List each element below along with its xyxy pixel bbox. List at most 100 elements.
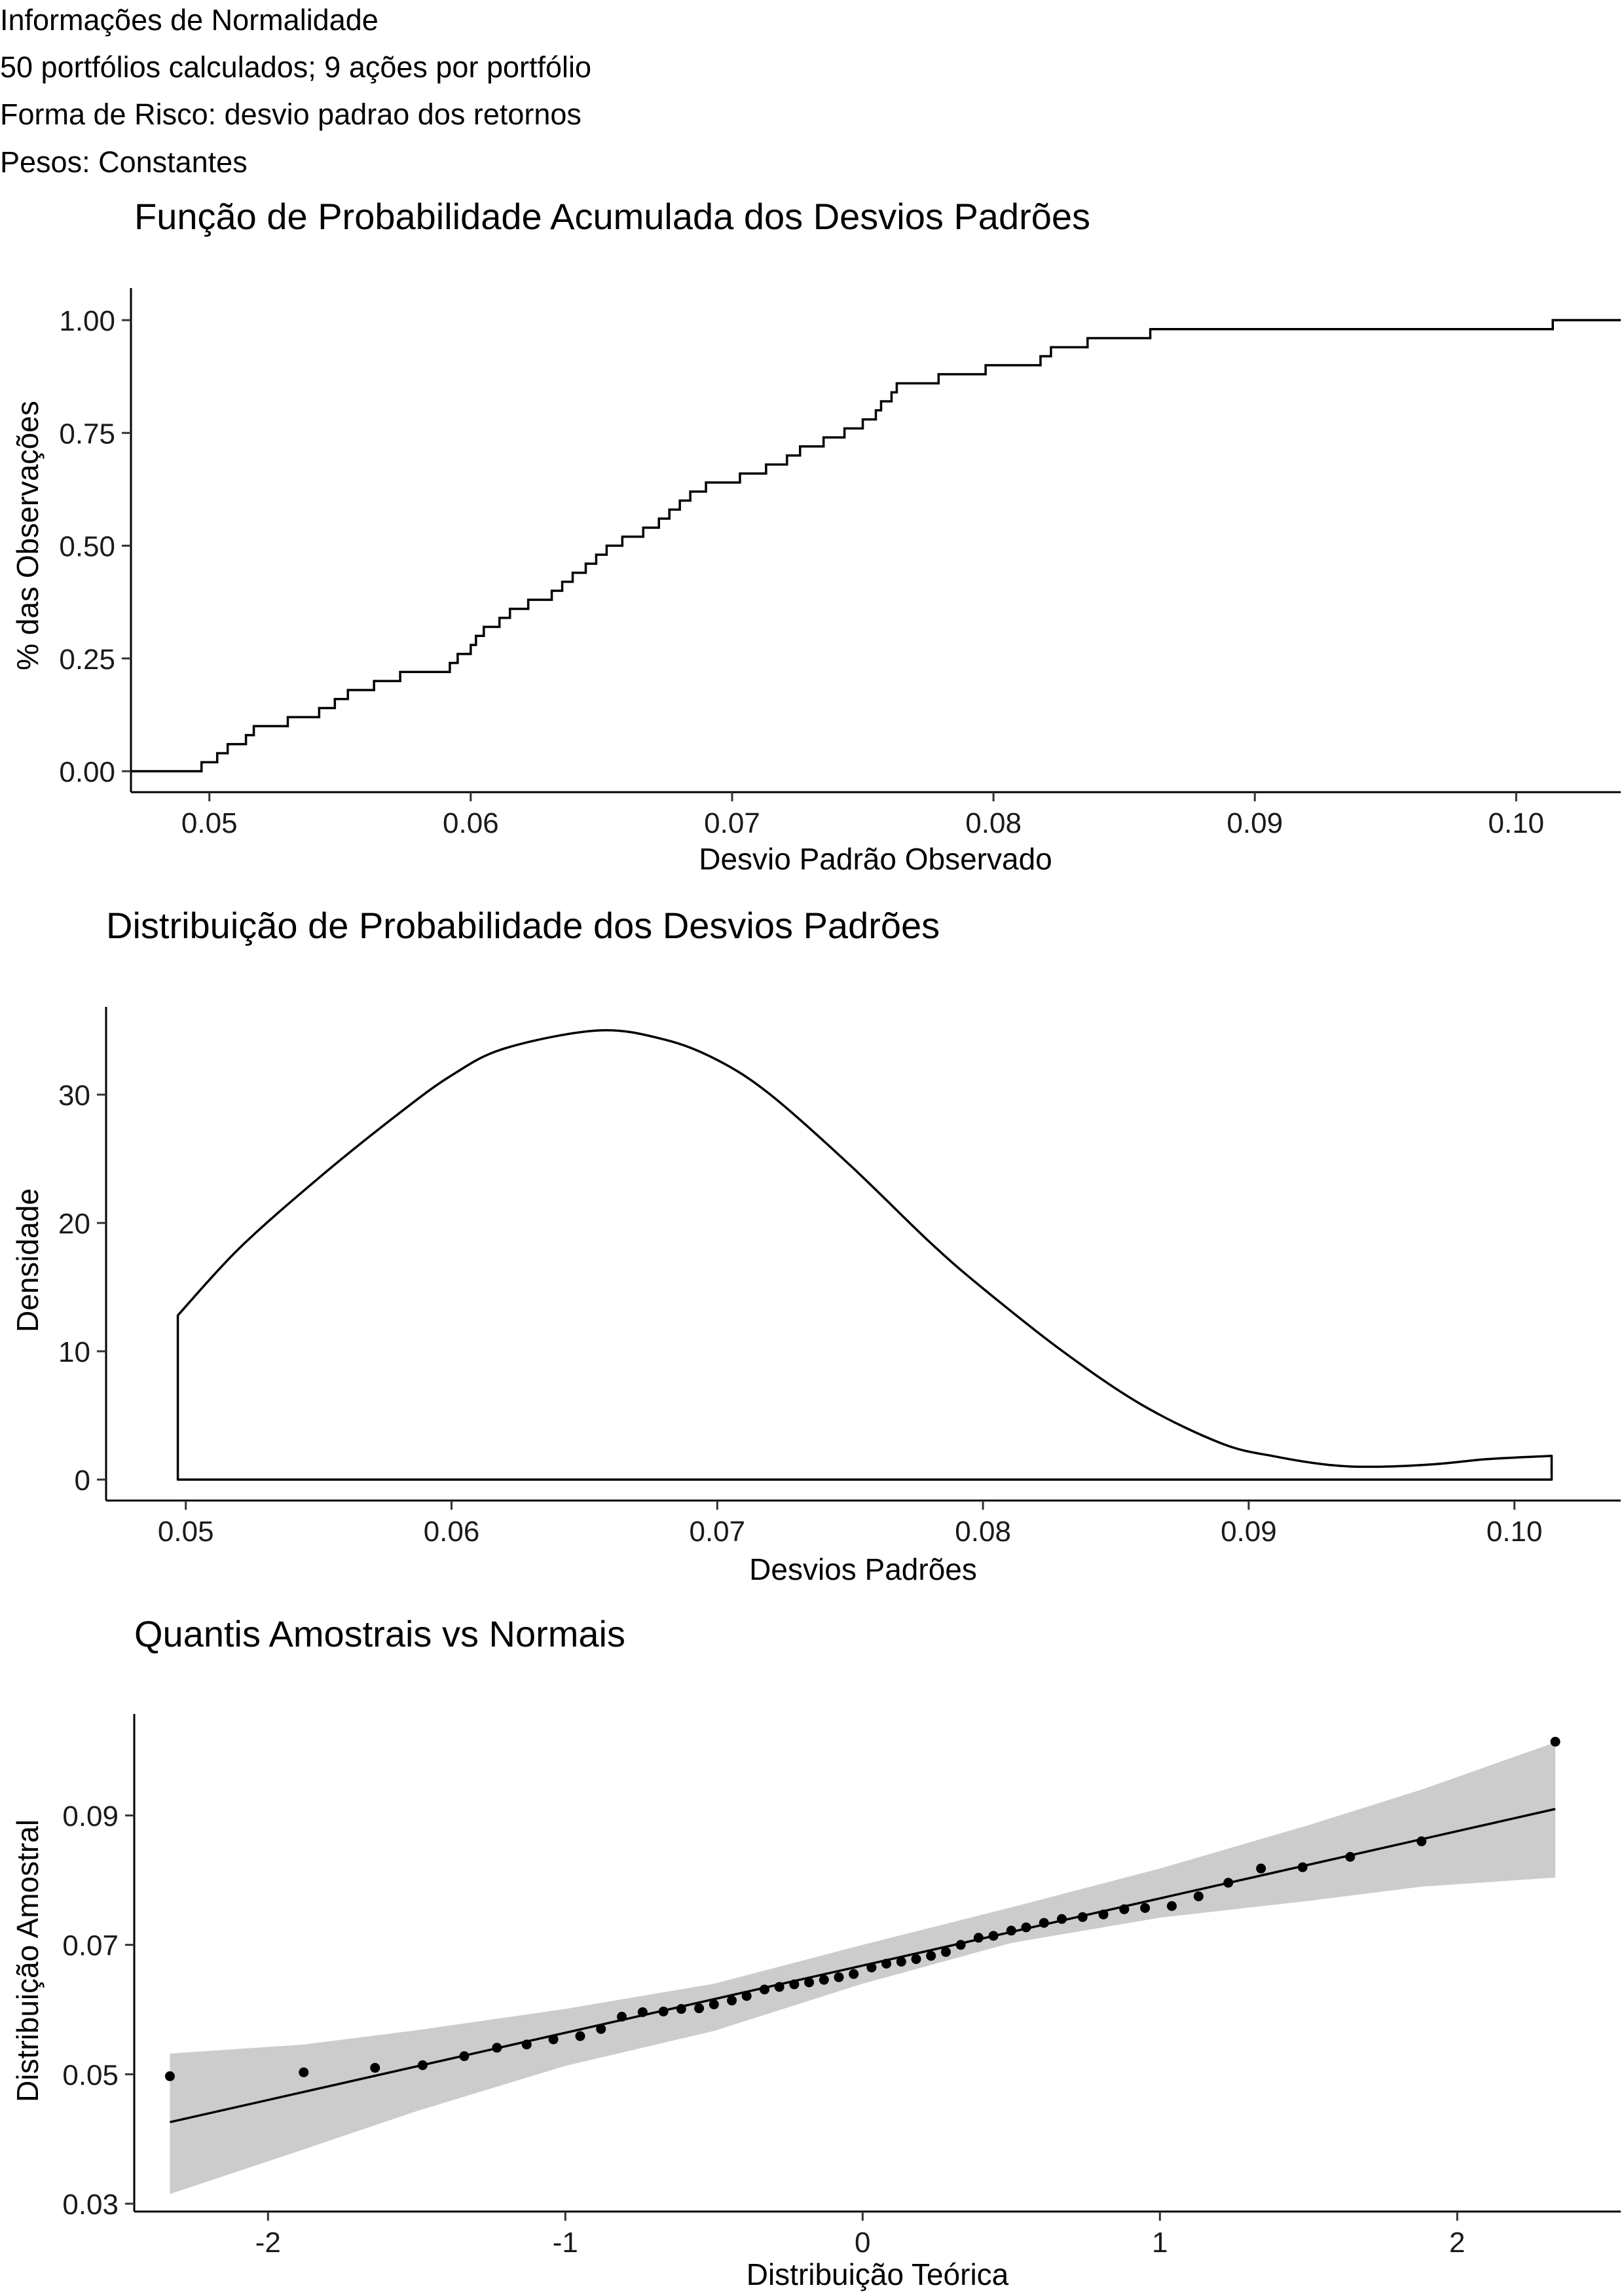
qq-point [548,2034,559,2045]
qq-point [596,2024,606,2034]
y-tick-label: 0 [75,1465,90,1497]
density-x-ticks: 0.05 0.06 0.07 0.08 0.09 0.10 [158,1501,1543,1548]
density-y-ticks: 0 10 20 30 [58,1080,106,1497]
qq-point [1297,1862,1308,1872]
density-marks [176,1029,1553,1481]
y-tick-label: 0.05 [62,2059,119,2091]
qq-point [1140,1903,1151,1913]
qq-point [988,1931,999,1941]
qq-point [1039,1918,1049,1928]
qq-point [676,2004,686,2014]
y-tick-label: 0.75 [59,418,115,450]
x-tick-label: 0.06 [443,807,499,839]
qq-point [637,2007,648,2017]
qq-point [521,2039,532,2050]
y-tick-label: 0.50 [59,531,115,563]
qq-point [1056,1914,1067,1924]
qq-point [727,1995,737,2006]
ecdf-marks [131,319,1621,773]
qq-point [709,1999,719,2010]
qq-point [911,1954,921,1964]
qq-point [1166,1901,1177,1911]
qq-point [1006,1925,1016,1936]
qq-point [459,2051,470,2062]
x-tick-label: 0.09 [1221,1516,1277,1548]
x-tick-label: -1 [553,2227,578,2259]
qq-point [1077,1912,1088,1922]
qq-point [940,1947,951,1958]
y-tick-label: 1.00 [59,305,115,337]
x-tick-label: 2 [1449,2227,1465,2259]
header-portfolios: 50 portfólios calculados; 9 ações por po… [0,50,592,84]
qq-point [973,1933,984,1943]
density-curve [176,1029,1553,1481]
qq-point [370,2062,380,2073]
qq-point [896,1956,906,1967]
y-tick-label: 0.03 [62,2189,119,2221]
qq-point [866,1962,877,1973]
density-y-label: Densidade [10,1188,45,1332]
qq-point [1416,1836,1427,1847]
y-tick-label: 0.09 [62,1800,119,1832]
qq-point [1021,1922,1031,1933]
qq-point [417,2060,428,2070]
x-tick-label: 1 [1152,2227,1168,2259]
ecdf-chart: Função de Probabilidade Acumulada dos De… [10,196,1621,876]
density-x-label: Desvios Padrões [749,1552,977,1586]
x-tick-label: 0.07 [704,807,760,839]
ecdf-x-ticks: 0.05 0.06 0.07 0.08 0.09 0.10 [181,792,1544,839]
qq-point [955,1940,966,1950]
qq-point [759,1984,769,1995]
header-title: Informações de Normalidade [0,3,378,37]
qq-title: Quantis Amostrais vs Normais [134,1613,625,1654]
ecdf-x-label: Desvio Padrão Observado [699,842,1052,876]
qq-point [804,1977,815,1988]
qq-x-label: Distribuição Teórica [747,2257,1009,2291]
x-tick-label: 0.10 [1486,1516,1543,1548]
qq-point [492,2043,502,2053]
x-tick-label: 0.09 [1227,807,1283,839]
x-tick-label: 0.08 [955,1516,1011,1548]
x-tick-label: -2 [255,2227,281,2259]
qq-point [299,2067,309,2077]
qq-point [881,1958,892,1969]
qq-x-ticks: -2 -1 0 1 2 [255,2212,1466,2259]
qq-point [575,2031,585,2041]
x-tick-label: 0 [855,2227,870,2259]
qq-point [819,1975,829,1985]
ecdf-title: Função de Probabilidade Acumulada dos De… [134,196,1090,237]
qq-point [164,2071,175,2081]
qq-marks [164,1736,1560,2195]
qq-point [926,1950,936,1961]
qq-point [1119,1904,1130,1914]
ecdf-step-line [131,319,1621,773]
qq-point [694,2003,705,2014]
qq-point [849,1969,859,1979]
qq-point [1223,1878,1234,1888]
x-tick-label: 0.07 [689,1516,745,1548]
qq-point [1256,1863,1266,1874]
confidence-band [170,1742,1556,2195]
y-tick-label: 0.00 [59,756,115,788]
qq-point [1193,1891,1204,1902]
ecdf-y-ticks: 0.00 0.25 0.50 0.75 1.00 [59,305,131,788]
y-tick-label: 30 [58,1080,90,1112]
qq-point [658,2006,669,2016]
qq-point [1550,1736,1560,1747]
y-tick-label: 0.25 [59,644,115,676]
qq-point [1098,1909,1109,1920]
density-title: Distribuição de Probabilidade dos Desvio… [106,905,940,946]
qq-y-label: Distribuição Amostral [10,1819,45,2102]
header-risk-form: Forma de Risco: desvio padrao dos retorn… [0,98,581,131]
density-chart: Distribuição de Probabilidade dos Desvio… [10,905,1621,1586]
y-tick-label: 0.07 [62,1930,119,1962]
qq-point [1345,1851,1356,1862]
x-tick-label: 0.08 [965,807,1022,839]
y-tick-label: 20 [58,1208,90,1240]
qq-reference-line [170,1808,1556,2124]
y-tick-label: 10 [58,1336,90,1368]
qq-chart: Quantis Amostrais vs Normais -2 -1 0 1 2 0.0… [10,1613,1621,2291]
ecdf-y-label: % das Observações [10,401,45,670]
x-tick-label: 0.10 [1488,807,1545,839]
